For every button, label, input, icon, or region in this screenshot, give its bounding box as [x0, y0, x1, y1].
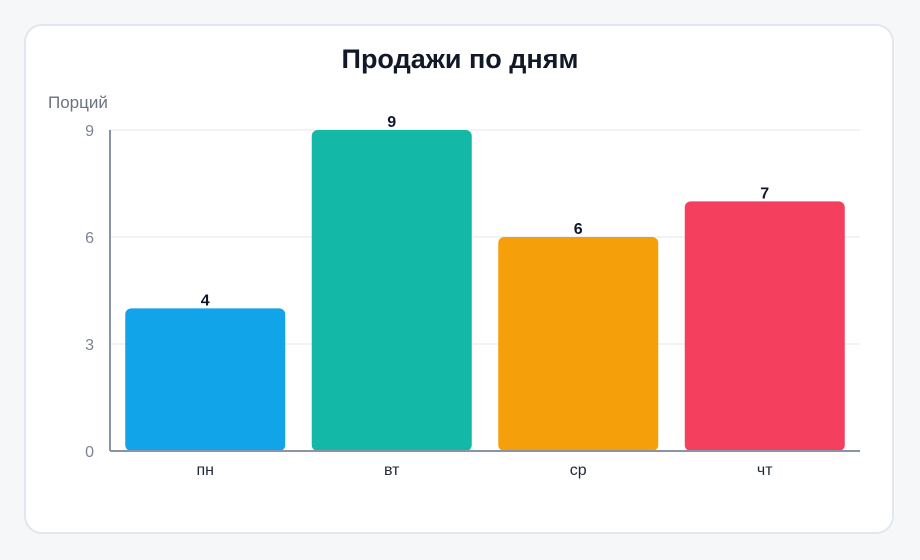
y-axis-label: Порций	[48, 93, 108, 112]
data-label: 9	[387, 114, 396, 131]
bars	[125, 130, 845, 451]
data-label: 6	[574, 221, 583, 238]
y-tick-label: 9	[85, 123, 94, 140]
bar-пн	[125, 308, 286, 451]
bar-ср	[498, 237, 659, 451]
bar-вт	[311, 130, 472, 451]
x-tick-label: вт	[384, 462, 400, 479]
data-label: 7	[760, 185, 769, 202]
y-tick-label: 6	[85, 230, 94, 247]
y-tick-label: 3	[85, 337, 94, 354]
y-tick-label: 0	[85, 444, 94, 461]
labels: 0 3 6 9 4 пн 9 вт 6 ср 7 чт	[85, 114, 773, 479]
chart-title: Продажи по дням	[341, 44, 579, 74]
axes	[109, 130, 860, 452]
bar-чт	[684, 201, 845, 451]
data-label: 4	[201, 292, 210, 309]
x-tick-label: пн	[197, 462, 215, 479]
x-tick-label: чт	[757, 462, 773, 479]
x-tick-label: ср	[570, 462, 587, 479]
